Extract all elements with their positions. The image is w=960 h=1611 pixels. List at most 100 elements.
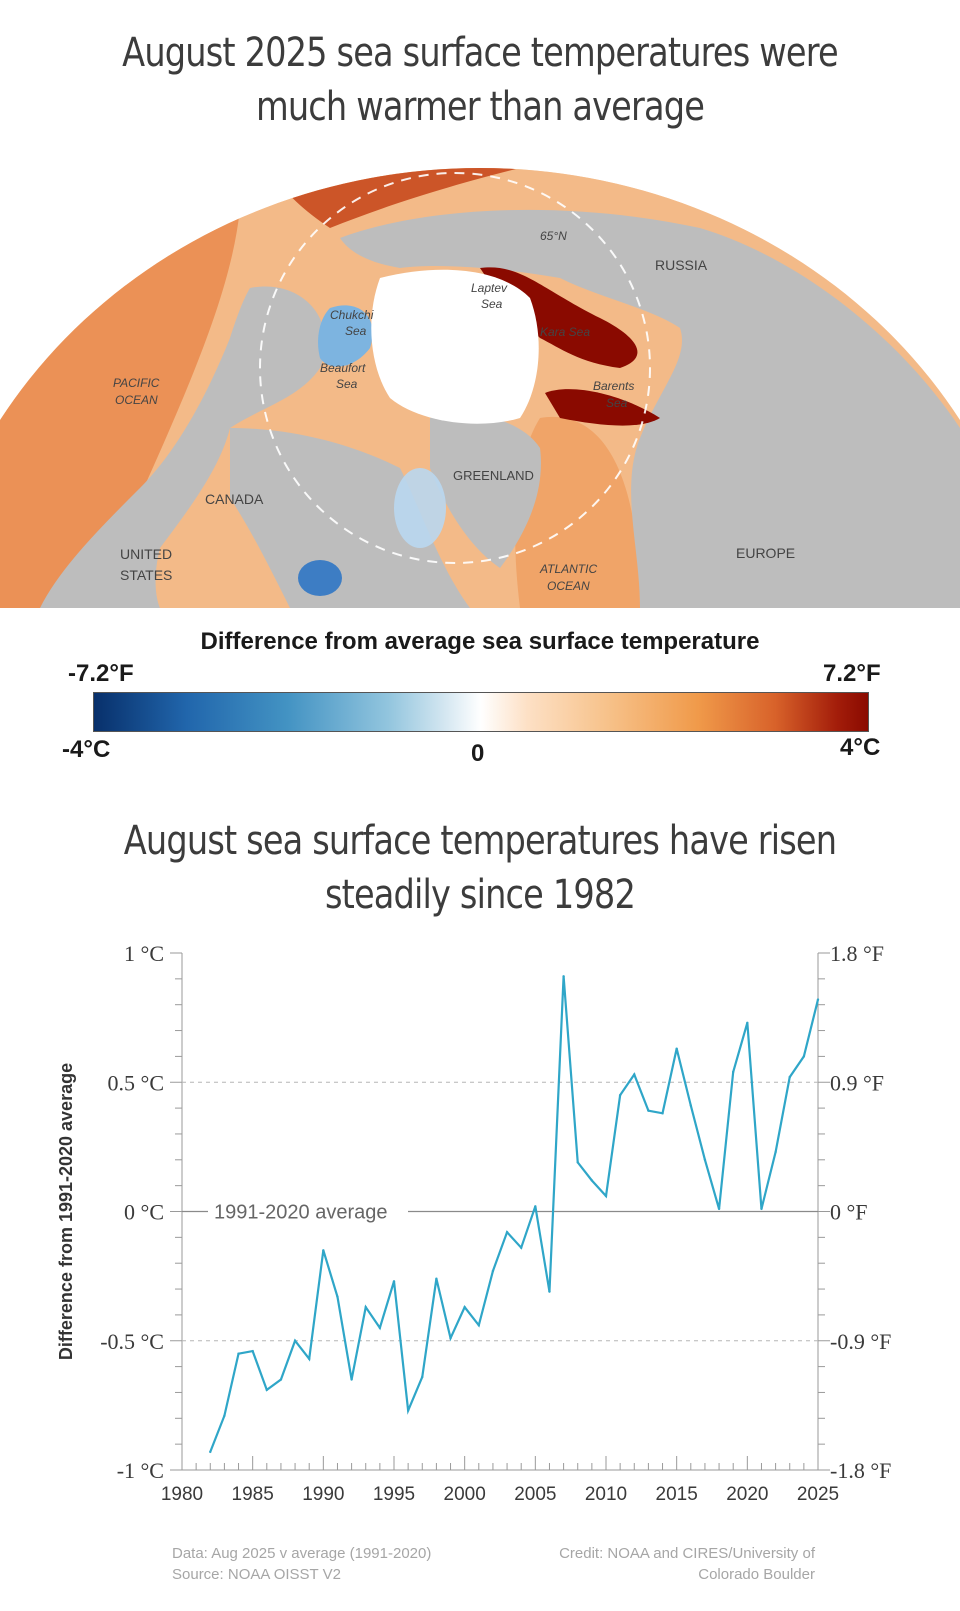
lat-65n-label: 65°N <box>540 229 567 243</box>
data-point <box>378 1326 382 1330</box>
data-point <box>505 1230 509 1234</box>
data-point <box>251 1349 254 1353</box>
legend-right-c: 4°C <box>840 734 881 761</box>
legend-colorbar <box>93 692 869 732</box>
data-point <box>364 1305 367 1309</box>
atlantic-label-1: ATLANTIC <box>539 562 597 576</box>
canada-label: CANADA <box>205 491 264 507</box>
data-point <box>491 1269 495 1273</box>
y-tick-label-left: 1 °C <box>124 941 164 966</box>
x-tick-label: 1985 <box>232 1484 274 1500</box>
data-point <box>392 1280 396 1283</box>
data-point <box>732 1070 735 1074</box>
north-america-land <box>40 286 326 608</box>
barents-hot-patch <box>545 389 660 426</box>
footer-source: Source: NOAA OISST V2 <box>172 1566 341 1583</box>
footer-data: Data: Aug 2025 v average (1991-2020) <box>172 1545 432 1562</box>
legend-left-f: -7.2°F <box>68 660 134 687</box>
data-point <box>746 1021 749 1024</box>
data-point <box>774 1150 777 1154</box>
laptev-label-2: Sea <box>481 297 503 311</box>
x-tick-label: 2015 <box>656 1484 698 1500</box>
kara-label: Kara Sea <box>540 325 590 339</box>
data-point <box>548 1290 551 1293</box>
data-point <box>322 1249 325 1252</box>
footer-data-source: Data: Aug 2025 v average (1991-2020) Sou… <box>172 1543 431 1585</box>
baseline-label-bg <box>208 1197 408 1226</box>
data-point <box>209 1450 212 1454</box>
atlantic-label-2: OCEAN <box>547 579 590 593</box>
data-point <box>279 1378 283 1381</box>
data-point <box>760 1207 763 1211</box>
data-point <box>350 1378 353 1381</box>
x-tick-label: 2020 <box>726 1484 768 1500</box>
greenland-label: GREENLAND <box>453 468 534 483</box>
y-tick-label-right: 0 °F <box>830 1200 868 1225</box>
us-label-1: UNITED <box>120 546 172 562</box>
barents-label-1: Barents <box>593 379 634 393</box>
sea-ice <box>371 269 539 424</box>
data-point <box>618 1093 622 1097</box>
data-point <box>265 1388 268 1392</box>
x-tick-label: 2010 <box>585 1484 627 1500</box>
series-line <box>209 976 820 1453</box>
y-tick-label-right: 1.8 °F <box>830 941 884 966</box>
data-point <box>816 998 820 1001</box>
europe-label: EUROPE <box>736 545 795 561</box>
data-point <box>661 1112 664 1115</box>
laptev-label-1: Laptev <box>471 281 508 295</box>
footer-credit: Credit: NOAA and CIRES/University of Col… <box>545 1543 815 1585</box>
data-point <box>308 1357 311 1361</box>
data-point <box>788 1075 791 1079</box>
legend-left-c: -4°C <box>62 736 111 763</box>
latitude-65n-circle <box>259 172 651 564</box>
data-point <box>435 1277 438 1280</box>
pacific-label-1: PACIFIC <box>113 376 160 390</box>
data-point <box>562 975 565 978</box>
map-title: August 2025 sea surface temperatures wer… <box>122 30 838 130</box>
x-tick-label: 2005 <box>514 1484 556 1500</box>
y-tick-label-right: -0.9 °F <box>830 1329 891 1354</box>
legend-right-f: 7.2°F <box>823 660 881 687</box>
beaufort-label-1: Beaufort <box>320 361 366 375</box>
x-tick-label: 1980 <box>161 1484 203 1500</box>
x-tick-label: 2025 <box>797 1484 839 1500</box>
footer-credit-1: Credit: NOAA and CIRES/University of <box>559 1545 815 1562</box>
y-tick-label-left: -1 °C <box>117 1458 164 1483</box>
atlantic-warm-patch <box>515 416 640 608</box>
data-point <box>717 1207 721 1211</box>
barents-label-2: Sea <box>606 396 628 410</box>
data-point <box>590 1179 594 1182</box>
legend-mid: 0 <box>471 740 485 767</box>
y-tick-label-right: 0.9 °F <box>830 1070 884 1095</box>
chukchi-label-2: Sea <box>345 324 367 338</box>
data-point <box>703 1158 707 1161</box>
data-point <box>223 1414 226 1417</box>
x-tick-label: 1990 <box>302 1484 344 1500</box>
data-point <box>421 1375 424 1379</box>
chart-title: August sea surface temperatures have ris… <box>123 818 837 918</box>
data-point <box>463 1305 466 1309</box>
canada-land <box>230 428 470 608</box>
data-point <box>576 1161 579 1164</box>
data-point <box>675 1047 678 1050</box>
data-point <box>336 1295 339 1299</box>
data-point <box>477 1324 480 1327</box>
chukchi-label-1: Chukchi <box>330 308 374 322</box>
data-point <box>647 1109 650 1112</box>
us-label-2: STATES <box>120 567 172 583</box>
data-point <box>633 1073 636 1076</box>
data-point <box>406 1409 410 1412</box>
y-tick-label-right: -1.8 °F <box>830 1458 891 1483</box>
baseline-label: 1991-2020 average <box>214 1202 387 1224</box>
y-tick-label-left: 0 °C <box>124 1200 164 1225</box>
legend-title: Difference from average sea surface temp… <box>200 628 760 655</box>
beaufort-label-2: Sea <box>336 377 358 391</box>
hudson-cool-patch <box>298 560 342 596</box>
russia-label: RUSSIA <box>655 257 708 273</box>
data-point <box>604 1194 608 1198</box>
data-point <box>534 1205 537 1208</box>
data-point <box>237 1352 240 1355</box>
sst-line-chart: 1991-2020 average 1 °C 1.8 °F 0.5 °C 0.9 °F 0… <box>56 941 891 1500</box>
y-tick-label-left: -0.5 °C <box>100 1329 164 1354</box>
